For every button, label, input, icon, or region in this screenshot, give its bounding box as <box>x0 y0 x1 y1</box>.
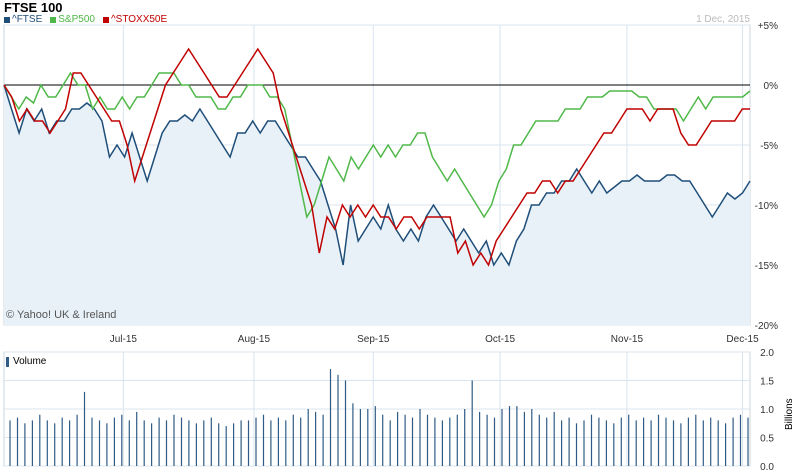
legend-ftse-swatch <box>4 16 10 23</box>
ftse-line <box>3 84 751 267</box>
chart-title: FTSE 100 <box>4 0 63 15</box>
billions-axis-label: Billions <box>784 398 795 430</box>
y-tick-label: +5% <box>758 21 778 32</box>
x-tick-label: Dec-15 <box>726 334 759 345</box>
legend-sp500-swatch <box>50 16 57 23</box>
legend-stoxx-label: ^STOXX50E <box>110 14 168 25</box>
legend-ftse-label: ^FTSE <box>12 14 43 25</box>
x-tick-label: Sep-15 <box>357 334 390 345</box>
volume-tick-label: 0.5 <box>760 434 774 445</box>
ftse-area <box>4 85 750 325</box>
volume-legend: Volume <box>6 356 46 367</box>
volume-tick-label: 0.0 <box>760 462 774 473</box>
stoxx-line <box>3 47 750 267</box>
volume-tick-label: 1.0 <box>760 405 774 416</box>
copyright-text: © Yahoo! UK & Ireland <box>6 309 117 321</box>
legend-sp500: S&P500 <box>50 14 95 25</box>
legend-stoxx-swatch <box>102 16 109 23</box>
y-tick-label: -15% <box>755 261 778 272</box>
legend-stoxx: ^STOXX50E <box>102 14 168 25</box>
x-tick-label: Jul-15 <box>110 334 138 345</box>
volume-swatch <box>6 356 9 367</box>
y-tick-label: -10% <box>755 201 778 212</box>
volume-label: Volume <box>13 356 47 367</box>
x-tick-label: Aug-15 <box>238 334 271 345</box>
legend-ftse: ^FTSE <box>4 14 42 25</box>
y-tick-label: -20% <box>755 321 778 332</box>
y-tick-label: 0% <box>764 81 779 92</box>
legend-sp500-label: S&P500 <box>58 14 95 25</box>
volume-tick-label: 2.0 <box>760 348 774 359</box>
x-tick-label: Nov-15 <box>611 334 644 345</box>
legend: ^FTSE S&P500 ^STOXX50E <box>4 14 167 25</box>
date-label: 1 Dec, 2015 <box>696 14 750 25</box>
x-tick-label: Oct-15 <box>485 334 515 345</box>
sp500-line <box>3 71 751 220</box>
y-tick-label: -5% <box>760 141 778 152</box>
volume-tick-label: 1.5 <box>760 377 774 388</box>
